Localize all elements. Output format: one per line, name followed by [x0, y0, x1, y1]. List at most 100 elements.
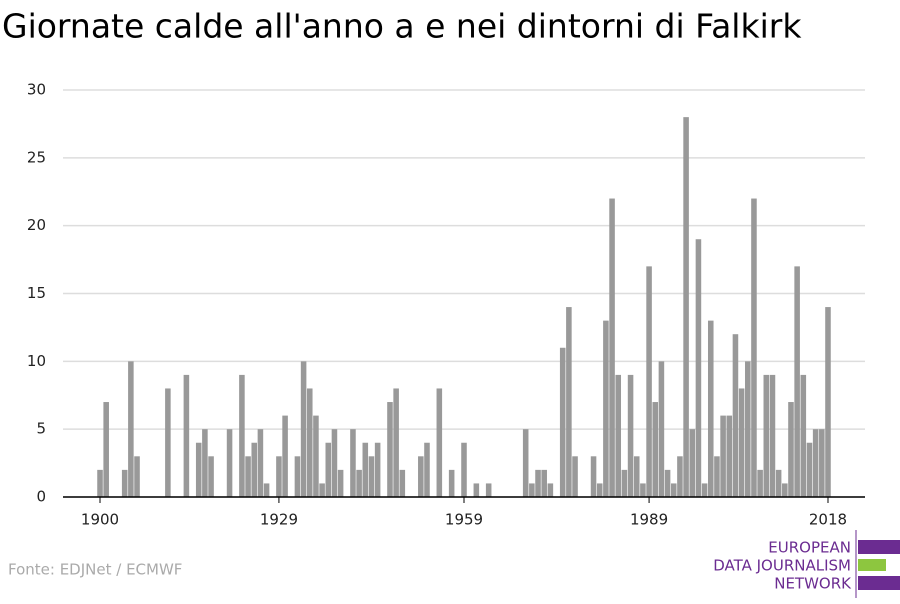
bar: [448, 469, 455, 497]
bar: [485, 483, 492, 497]
bar: [745, 361, 751, 497]
bar: [294, 456, 301, 497]
logo-block: [858, 576, 900, 590]
bar: [461, 442, 467, 497]
y-tick-label: 20: [27, 216, 46, 234]
bar: [559, 347, 566, 497]
y-tick-label: 10: [27, 352, 46, 370]
bar: [319, 483, 325, 497]
y-tick-label: 15: [27, 284, 46, 302]
bar: [757, 469, 763, 497]
bar: [306, 388, 313, 497]
bar: [572, 456, 578, 497]
bar: [566, 307, 572, 497]
bar: [529, 483, 535, 497]
bar: [473, 483, 480, 497]
bar: [547, 483, 554, 497]
y-tick-label: 5: [36, 420, 46, 438]
bar: [769, 374, 776, 497]
bar: [683, 117, 689, 497]
x-tick-label: 1989: [630, 511, 668, 529]
bar: [788, 402, 794, 497]
bar: [695, 239, 702, 497]
bar: [103, 402, 109, 497]
bar: [621, 469, 628, 497]
bar: [276, 456, 282, 497]
y-tick-label: 0: [36, 488, 46, 506]
bar: [251, 442, 258, 497]
bar: [677, 456, 683, 497]
logo-text: NETWORK: [774, 575, 852, 593]
bar: [128, 361, 134, 497]
bar: [202, 429, 208, 497]
bar: [134, 456, 140, 497]
bar: [763, 374, 770, 497]
bar: [603, 320, 609, 497]
bar: [226, 429, 233, 497]
bar: [825, 307, 831, 497]
bar: [689, 429, 696, 497]
bar: [609, 198, 615, 498]
bar: [331, 429, 338, 497]
bar: [374, 442, 381, 497]
bar: [121, 469, 128, 497]
bar: [720, 415, 726, 497]
bar: [714, 456, 720, 497]
bar: [640, 483, 646, 497]
bar: [658, 361, 665, 497]
bar: [195, 442, 202, 497]
x-tick-label: 1929: [260, 511, 298, 529]
bar: [670, 483, 677, 497]
bar: [522, 429, 529, 497]
bar: [350, 429, 356, 497]
bar: [652, 402, 659, 497]
bar: [418, 456, 424, 497]
bar: [165, 388, 171, 497]
bar: [300, 361, 307, 497]
bar: [313, 415, 319, 497]
bar: [590, 456, 597, 497]
bar: [325, 442, 332, 497]
source: Fonte: EDJNet / ECMWF: [8, 561, 182, 579]
bar: [208, 456, 214, 497]
bar: [183, 374, 190, 497]
x-tick-label: 2018: [809, 511, 847, 529]
bar: [775, 469, 782, 497]
bar: [368, 456, 375, 497]
bar: [615, 374, 622, 497]
x-tick-label: 1959: [445, 511, 483, 529]
bar: [362, 442, 369, 497]
logo-text: DATA JOURNALISM: [713, 557, 851, 575]
chart-title: Giornate calde all'anno a e nei dintorni…: [2, 7, 802, 46]
bar: [627, 374, 634, 497]
bar: [794, 266, 800, 497]
bar: [97, 469, 103, 497]
bar: [263, 483, 270, 497]
logo-block: [858, 540, 900, 554]
bar: [782, 483, 788, 497]
bar: [337, 469, 344, 497]
logo: EUROPEAN DATA JOURNALISM NETWORK: [713, 530, 900, 598]
logo-text: EUROPEAN: [768, 539, 851, 557]
bar: [819, 429, 825, 497]
y-tick-label: 30: [27, 81, 46, 99]
bar: [732, 334, 739, 497]
bar: [751, 198, 757, 498]
bar: [393, 388, 399, 497]
bar: [399, 469, 406, 497]
bar: [726, 415, 733, 497]
bar: [535, 469, 541, 497]
bar: [282, 415, 288, 497]
logo-block: [858, 559, 886, 571]
bar: [424, 442, 430, 497]
bar: [664, 469, 671, 497]
bar: [707, 320, 714, 497]
bar: [387, 402, 393, 497]
bar: [239, 374, 245, 497]
bar: [701, 483, 708, 497]
bar: [541, 469, 547, 497]
bar: [806, 442, 813, 497]
bar: [245, 456, 251, 497]
y-tick-label: 25: [27, 148, 46, 166]
